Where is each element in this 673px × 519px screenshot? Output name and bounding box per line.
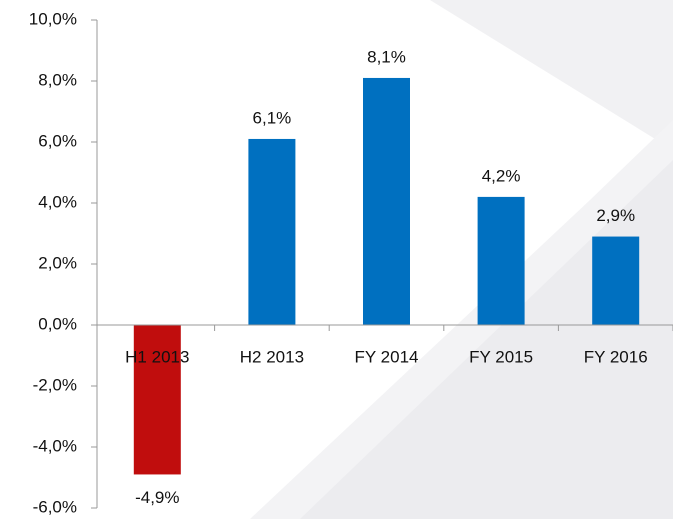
bar bbox=[248, 138, 296, 325]
x-tick-label: H2 2013 bbox=[240, 347, 304, 366]
y-tick-label: -4,0% bbox=[33, 436, 77, 455]
value-label: 8,1% bbox=[367, 47, 406, 66]
y-tick-label: 2,0% bbox=[38, 253, 77, 272]
y-tick-label: 10,0% bbox=[29, 9, 77, 28]
background-shape bbox=[300, 160, 673, 519]
x-tick-label: FY 2016 bbox=[584, 347, 648, 366]
y-tick-label: 0,0% bbox=[38, 314, 77, 333]
bar bbox=[477, 196, 525, 325]
value-label: 6,1% bbox=[253, 108, 292, 127]
value-label: 2,9% bbox=[596, 206, 635, 225]
background-shape bbox=[430, 0, 673, 150]
bar bbox=[363, 77, 410, 325]
y-tick-label: 8,0% bbox=[38, 70, 77, 89]
y-tick-label: 4,0% bbox=[38, 192, 77, 211]
y-tick-label: -2,0% bbox=[33, 375, 77, 394]
bar bbox=[592, 236, 640, 325]
value-label: 4,2% bbox=[482, 166, 521, 185]
y-tick-label: 6,0% bbox=[38, 131, 77, 150]
x-tick-label: FY 2014 bbox=[355, 347, 419, 366]
bar bbox=[133, 325, 181, 475]
y-tick-label: -6,0% bbox=[33, 497, 77, 516]
x-tick-label: H1 2013 bbox=[125, 347, 189, 366]
x-tick-label: FY 2015 bbox=[469, 347, 533, 366]
value-label: -4,9% bbox=[135, 488, 179, 507]
